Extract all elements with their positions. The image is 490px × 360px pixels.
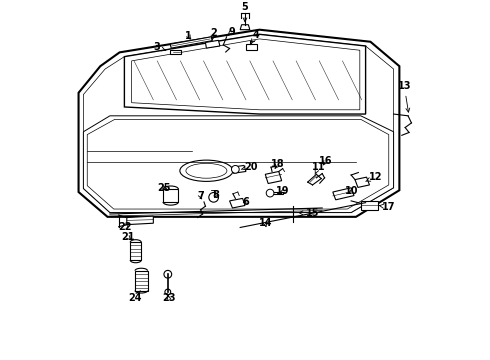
Polygon shape [135,271,147,291]
Polygon shape [240,25,250,30]
Polygon shape [130,242,141,260]
Circle shape [165,289,171,295]
Polygon shape [170,50,181,54]
Polygon shape [124,34,366,114]
Polygon shape [333,188,354,200]
Polygon shape [246,44,257,50]
Text: 19: 19 [276,186,290,196]
Text: 23: 23 [162,293,175,303]
Text: 14: 14 [259,218,272,228]
Text: 20: 20 [241,162,258,171]
Ellipse shape [186,163,227,178]
Circle shape [231,166,239,173]
Text: 22: 22 [119,222,132,233]
Polygon shape [265,171,282,184]
Text: 18: 18 [271,159,285,169]
Polygon shape [127,216,153,225]
Text: 6: 6 [243,197,249,207]
Text: 2: 2 [210,27,217,40]
Polygon shape [78,30,399,217]
Circle shape [266,189,274,197]
Text: 12: 12 [366,172,382,182]
Text: 1: 1 [185,31,192,41]
Text: 15: 15 [299,208,319,218]
Text: 25: 25 [157,183,171,193]
Text: 9: 9 [228,27,235,37]
Circle shape [164,270,171,278]
Text: 5: 5 [242,2,248,22]
Text: 10: 10 [345,186,359,196]
Ellipse shape [180,160,233,181]
Polygon shape [205,40,220,48]
Polygon shape [231,166,246,173]
Text: 4: 4 [251,30,259,43]
Polygon shape [270,192,283,194]
Text: 3: 3 [154,42,166,53]
Polygon shape [361,201,378,210]
Polygon shape [163,189,178,202]
Polygon shape [229,198,245,208]
Text: 24: 24 [128,291,142,303]
Text: 21: 21 [122,233,135,242]
Text: 7: 7 [197,191,204,201]
Polygon shape [355,177,369,188]
Text: 16: 16 [319,156,333,166]
Polygon shape [170,37,212,48]
Text: 11: 11 [312,162,325,174]
Text: 8: 8 [213,190,220,200]
Text: 17: 17 [379,202,395,212]
Text: 13: 13 [397,81,411,112]
Polygon shape [83,116,393,213]
Circle shape [209,193,219,202]
